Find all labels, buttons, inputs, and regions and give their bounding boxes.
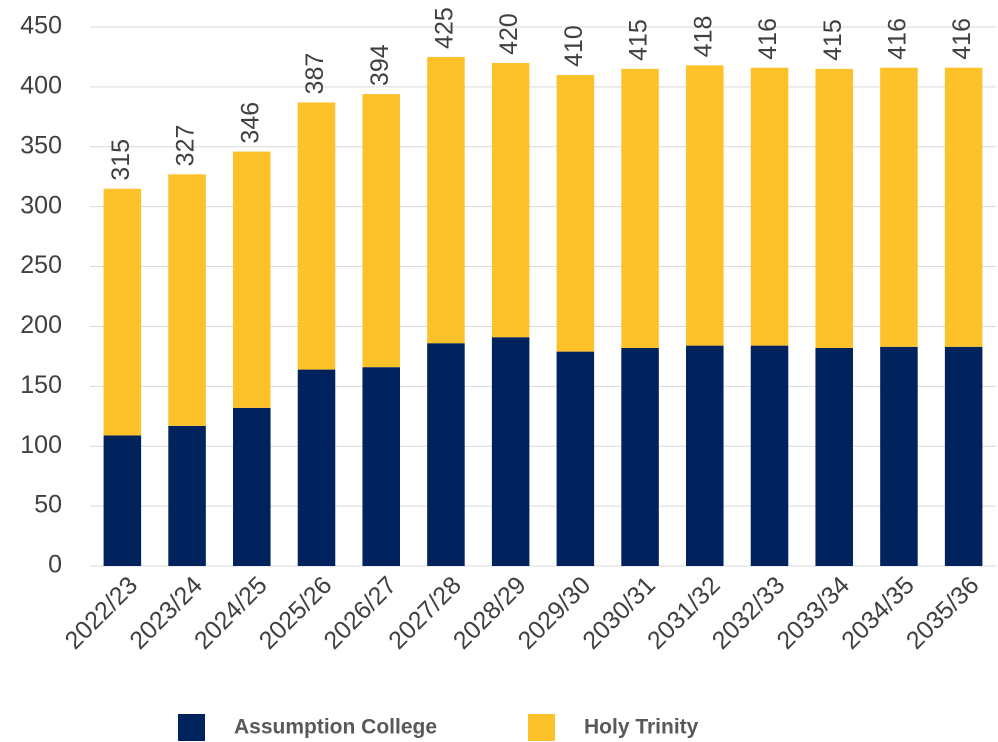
bar-segment (556, 74, 595, 352)
legend-swatch (528, 714, 555, 741)
total-label: 394 (366, 44, 394, 86)
bar-segment (233, 151, 271, 408)
bar-segment (427, 56, 465, 344)
bar-segment (621, 68, 659, 349)
bar-segment (168, 174, 206, 426)
y-tick-label: 250 (20, 251, 62, 279)
bar-segment (362, 367, 400, 566)
bar-segment (750, 67, 789, 346)
y-tick-label: 100 (20, 431, 62, 459)
total-label: 425 (431, 7, 459, 49)
bar-segment (491, 62, 530, 338)
bar-segment (944, 346, 983, 566)
bar-segment (815, 68, 853, 349)
bar-segment (362, 94, 400, 368)
bar-segment (297, 369, 336, 566)
y-tick-label: 50 (34, 491, 62, 519)
bar-segment (103, 435, 142, 566)
total-label: 327 (172, 125, 200, 167)
bar-segment (556, 351, 595, 566)
bar-segment (880, 346, 918, 566)
bar-segment (750, 345, 789, 566)
y-tick-label: 300 (20, 191, 62, 219)
bar-segment (168, 425, 206, 566)
bar-segment (944, 67, 983, 347)
total-label: 416 (884, 18, 912, 60)
y-tick-label: 450 (20, 12, 62, 40)
bar-segment (427, 343, 465, 566)
legend-label: Holy Trinity (584, 716, 699, 739)
bar-segment (103, 188, 142, 436)
total-label: 315 (107, 139, 135, 181)
x-tick-label: 2035/36 (901, 571, 985, 655)
total-label: 420 (495, 13, 523, 55)
bar-segment (686, 65, 724, 346)
total-label: 415 (819, 19, 847, 61)
legend-swatch (178, 714, 205, 741)
total-label: 416 (754, 18, 782, 60)
total-label: 416 (948, 18, 976, 60)
bar-segment (686, 345, 724, 566)
total-label: 410 (560, 25, 588, 67)
total-label: 346 (236, 102, 264, 144)
bar-segment (297, 102, 336, 370)
y-tick-label: 400 (20, 71, 62, 99)
total-label: 415 (625, 19, 653, 61)
legend-label: Assumption College (234, 716, 437, 739)
y-tick-label: 0 (48, 551, 62, 579)
y-tick-label: 150 (20, 371, 62, 399)
bar-segment (815, 348, 853, 566)
bar-segment (621, 348, 659, 566)
total-label: 418 (689, 16, 717, 58)
bar-segment (233, 407, 271, 566)
bar-segment (880, 67, 918, 347)
y-tick-label: 200 (20, 311, 62, 339)
y-tick-label: 350 (20, 131, 62, 159)
bar-segment (491, 337, 530, 566)
total-label: 387 (301, 53, 329, 95)
